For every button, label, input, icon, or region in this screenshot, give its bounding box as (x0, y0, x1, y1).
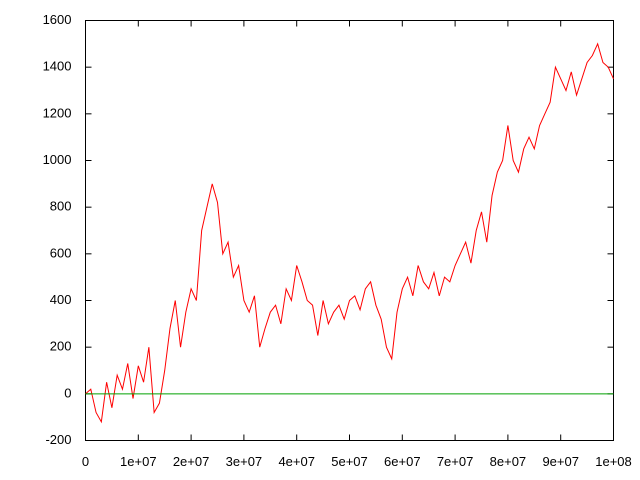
x-tick-label: 0 (82, 454, 89, 469)
x-tick-label: 2e+07 (173, 454, 210, 469)
x-tick-label: 3e+07 (226, 454, 263, 469)
x-tick-label: 7e+07 (437, 454, 474, 469)
x-tick-label: 1e+08 (595, 454, 632, 469)
x-tick-label: 9e+07 (542, 454, 579, 469)
y-tick-label: 0 (64, 385, 71, 400)
y-tick-label: 800 (50, 199, 72, 214)
x-tick-label: 4e+07 (278, 454, 315, 469)
data-line (85, 42, 614, 424)
x-tick-label: 5e+07 (331, 454, 368, 469)
x-tick-label: 6e+07 (384, 454, 421, 469)
y-tick-label: 1400 (43, 59, 72, 74)
x-tick-label: 1e+07 (120, 454, 157, 469)
y-tick-label: 1000 (43, 152, 72, 167)
x-tick-label: 8e+07 (490, 454, 527, 469)
y-tick-label: 1200 (43, 105, 72, 120)
y-tick-label: 400 (50, 292, 72, 307)
y-tick-label: -200 (45, 432, 71, 447)
y-tick-label: 200 (50, 339, 72, 354)
y-tick-label: 1600 (43, 12, 72, 27)
y-tick-label: 600 (50, 245, 72, 260)
plot-border (85, 20, 614, 441)
